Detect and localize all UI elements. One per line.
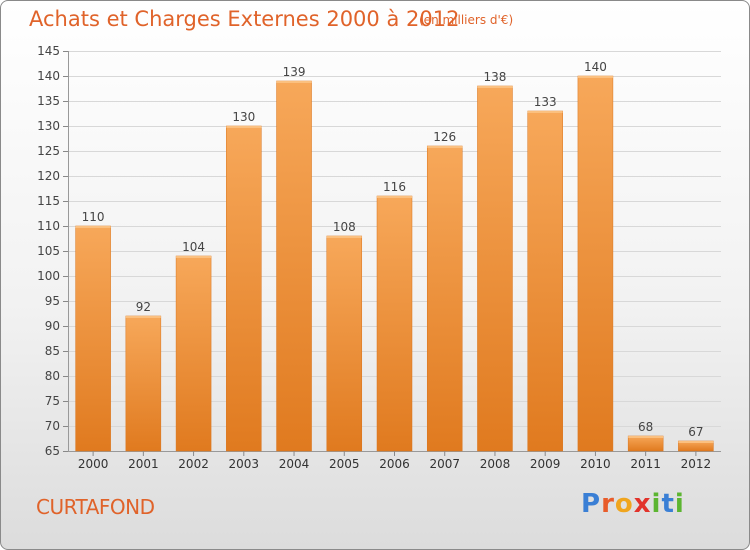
bar-2001 bbox=[125, 315, 162, 452]
logo-letter: t bbox=[661, 489, 675, 519]
x-tick-label: 2000 bbox=[78, 457, 109, 471]
y-tick-label: 100 bbox=[37, 269, 60, 283]
x-tick-label: 2002 bbox=[178, 457, 209, 471]
logo-letter: o bbox=[614, 489, 634, 519]
y-axis: 65 70 75 80 85 90 95 100 105 110 115 120 125 130 135 14… bbox=[37, 44, 721, 458]
y-tick-label: 115 bbox=[37, 194, 60, 208]
bars bbox=[75, 75, 714, 452]
y-tick-label: 75 bbox=[45, 394, 60, 408]
value-label: 126 bbox=[433, 130, 456, 144]
value-label: 133 bbox=[534, 95, 557, 109]
x-tick-label: 2009 bbox=[530, 457, 561, 471]
y-tick-label: 125 bbox=[37, 144, 60, 158]
y-tick-label: 145 bbox=[37, 44, 60, 58]
proxiti-logo: Proxiti bbox=[581, 489, 685, 519]
x-tick-label: 2005 bbox=[329, 457, 360, 471]
x-tick-label: 2007 bbox=[429, 457, 460, 471]
value-label: 104 bbox=[182, 240, 205, 254]
bar-2008 bbox=[477, 85, 513, 452]
y-tick-label: 110 bbox=[37, 219, 60, 233]
value-label: 108 bbox=[333, 220, 356, 234]
x-tick-label: 2008 bbox=[480, 457, 511, 471]
y-tick-label: 90 bbox=[45, 319, 60, 333]
x-tick-label: 2001 bbox=[128, 457, 159, 471]
y-tick-label: 130 bbox=[37, 119, 60, 133]
value-label: 68 bbox=[638, 420, 653, 434]
bar-2006 bbox=[376, 195, 413, 452]
logo-letter: i bbox=[651, 489, 662, 519]
y-tick-label: 65 bbox=[45, 444, 60, 458]
bar-2011 bbox=[627, 435, 664, 452]
value-label: 116 bbox=[383, 180, 406, 194]
bar-2009 bbox=[527, 110, 563, 452]
y-tick-label: 85 bbox=[45, 344, 60, 358]
chart-title: Achats et Charges Externes 2000 à 2012 bbox=[29, 7, 460, 31]
chart-unit: (en milliers d'€) bbox=[419, 13, 514, 27]
y-tick-label: 80 bbox=[45, 369, 60, 383]
logo-letter: P bbox=[581, 489, 602, 519]
x-tick-label: 2011 bbox=[630, 457, 661, 471]
bar-2004 bbox=[276, 80, 312, 452]
logo-letter: i bbox=[674, 489, 685, 519]
value-label: 67 bbox=[688, 425, 703, 439]
logo-letter: r bbox=[601, 489, 615, 519]
value-label: 139 bbox=[283, 65, 306, 79]
value-labels: 110 92 104 130 139 108 116 126 138 133 140 68 67 bbox=[82, 60, 704, 439]
bar-2003 bbox=[226, 125, 262, 452]
value-label: 130 bbox=[232, 110, 255, 124]
value-label: 140 bbox=[584, 60, 607, 74]
y-tick-label: 120 bbox=[37, 169, 60, 183]
bar-2002 bbox=[175, 255, 212, 452]
bar-2007 bbox=[426, 145, 463, 452]
bar-2010 bbox=[577, 75, 614, 452]
x-tick-label: 2004 bbox=[279, 457, 310, 471]
x-tick-label: 2012 bbox=[681, 457, 712, 471]
value-label: 138 bbox=[484, 70, 507, 84]
y-tick-label: 140 bbox=[37, 69, 60, 83]
bar-2005 bbox=[326, 235, 363, 452]
y-tick-label: 70 bbox=[45, 419, 60, 433]
bar-2000 bbox=[75, 225, 111, 452]
y-tick-label: 95 bbox=[45, 294, 60, 308]
logo-letter: x bbox=[633, 489, 652, 519]
x-axis: 2000 2001 2002 2003 2004 2005 2006 2007 2008 2009… bbox=[78, 451, 711, 471]
value-label: 92 bbox=[136, 300, 151, 314]
x-tick-label: 2003 bbox=[229, 457, 260, 471]
y-tick-label: 135 bbox=[37, 94, 60, 108]
value-label: 110 bbox=[82, 210, 105, 224]
x-tick-label: 2010 bbox=[580, 457, 611, 471]
commune-name: CURTAFOND bbox=[36, 495, 155, 519]
x-tick-label: 2006 bbox=[379, 457, 410, 471]
y-tick-label: 105 bbox=[37, 244, 60, 258]
